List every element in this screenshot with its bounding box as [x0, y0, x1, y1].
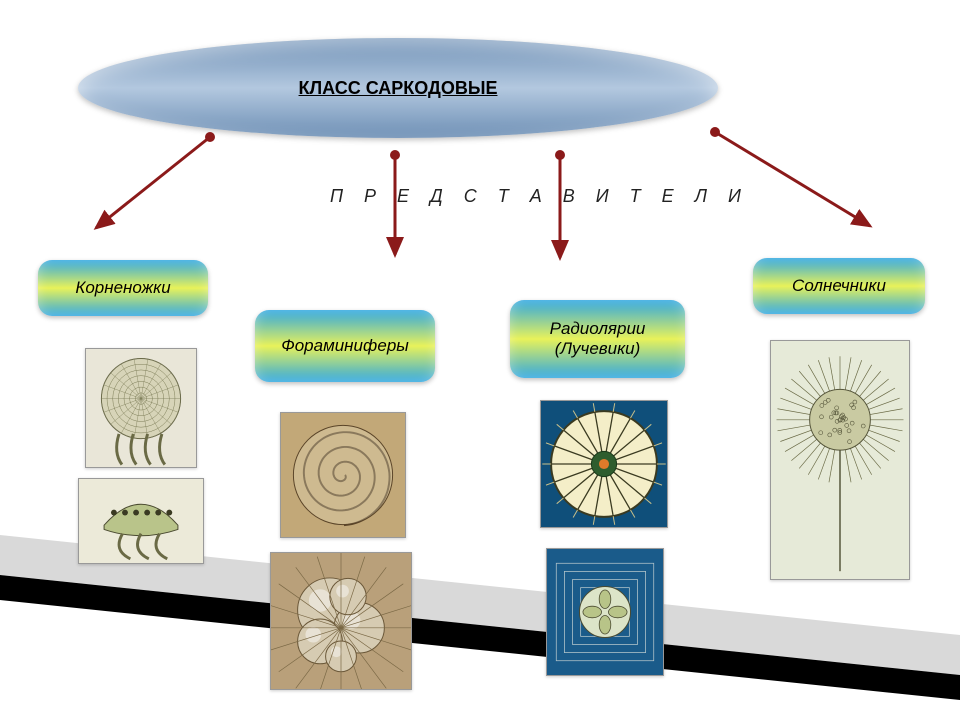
image-radiolaria-lace: [546, 548, 664, 676]
title-ellipse: КЛАСС САРКОДОВЫЕ: [78, 38, 718, 138]
image-radiolaria-wheel: [540, 400, 668, 528]
subtitle: П Р Е Д С Т А В И Т Е Л И: [330, 186, 749, 207]
category-label: Фораминиферы: [281, 336, 409, 356]
image-foram-spiral: [280, 412, 406, 538]
category-heliozoa: Солнечники: [753, 258, 925, 314]
category-label: Радиолярии (Лучевики): [518, 319, 677, 359]
title-text: КЛАСС САРКОДОВЫЕ: [299, 78, 498, 99]
image-arcella: [85, 348, 197, 468]
category-label: Корненожки: [75, 278, 170, 298]
subtitle-text: П Р Е Д С Т А В И Т Е Л И: [330, 186, 749, 206]
category-label: Солнечники: [792, 276, 886, 296]
image-heliozoan: [770, 340, 910, 580]
diagram-stage: КЛАСС САРКОДОВЫЕ П Р Е Д С Т А В И Т Е Л…: [0, 0, 960, 720]
image-foram-globes: [270, 552, 412, 690]
category-foraminifera: Фораминиферы: [255, 310, 435, 382]
category-rhizopods: Корненожки: [38, 260, 208, 316]
image-difflugia: [78, 478, 204, 564]
category-radiolaria: Радиолярии (Лучевики): [510, 300, 685, 378]
